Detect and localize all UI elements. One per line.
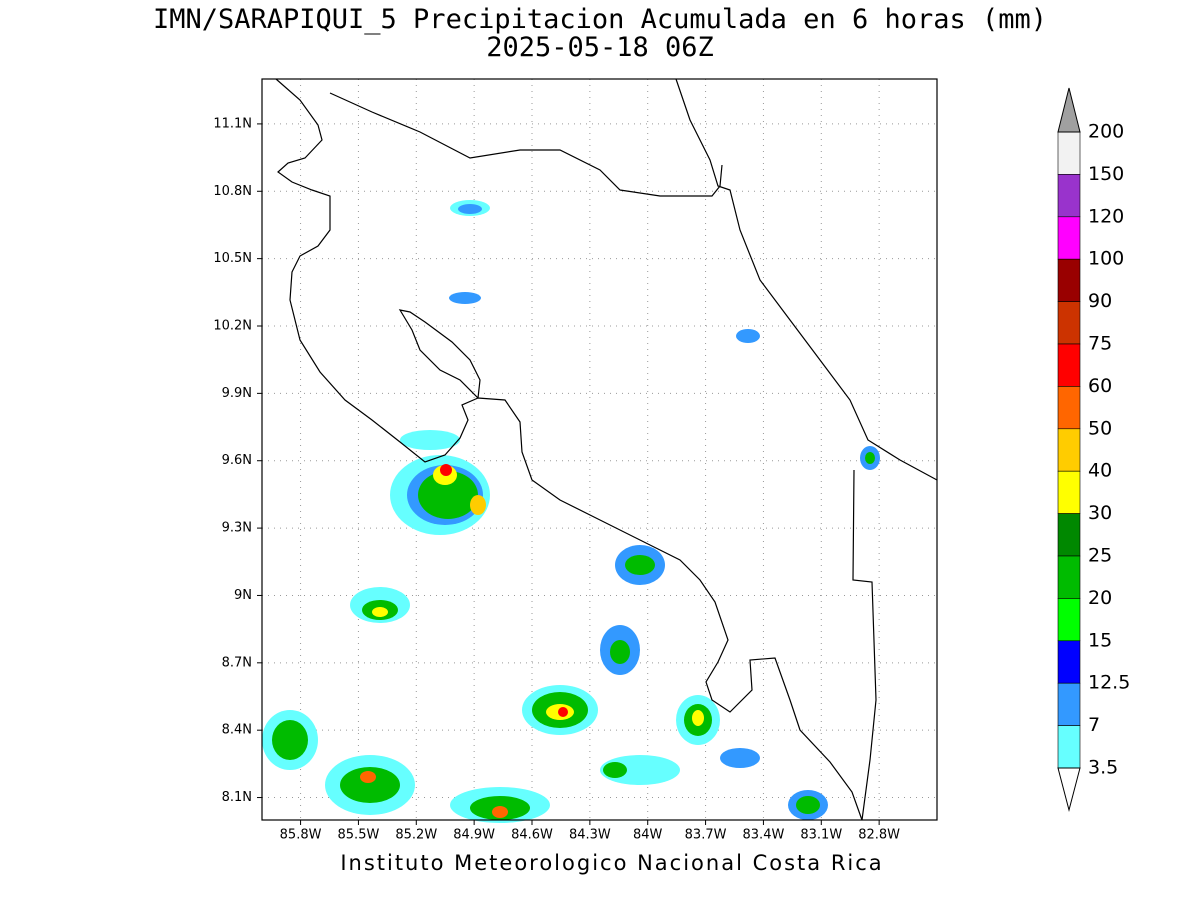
title: IMN/SARAPIQUI_5 Precipitacion Acumulada …	[153, 4, 1047, 35]
lat-tick-label: 8.4N	[222, 723, 252, 738]
colorbar-label: 30	[1088, 502, 1112, 524]
lat-tick-label: 9N	[234, 588, 252, 603]
lat-tick-label: 10.8N	[213, 184, 252, 199]
colorbar-segment	[1057, 513, 1081, 557]
lon-tick-label: 84.9W	[453, 828, 495, 843]
lon-tick-label: 85.2W	[395, 828, 437, 843]
lon-tick-label: 84.3W	[569, 828, 611, 843]
lon-tick-label: 84.6W	[511, 828, 553, 843]
colorbar-label: 25	[1088, 545, 1112, 567]
colorbar-label: 7	[1088, 714, 1100, 736]
colorbar-label: 90	[1088, 290, 1112, 312]
lat-tick-label: 8.1N	[222, 790, 252, 805]
colorbar-label: 3.5	[1088, 757, 1118, 779]
map-frame	[261, 78, 938, 821]
colorbar-segment	[1057, 555, 1081, 599]
colorbar-label: 40	[1088, 460, 1112, 482]
colorbar-label: 75	[1088, 333, 1112, 355]
colorbar-segment	[1057, 725, 1081, 769]
colorbar-segment	[1057, 343, 1081, 387]
colorbar-label: 120	[1088, 205, 1124, 227]
colorbar-segment	[1057, 258, 1081, 302]
precipitation-field	[262, 200, 880, 823]
grid	[262, 79, 937, 820]
colorbar-label: 150	[1088, 163, 1124, 185]
colorbar-label: 15	[1088, 629, 1112, 651]
lon-tick-label: 82.8W	[858, 828, 900, 843]
lat-tick-label: 9.9N	[222, 386, 252, 401]
colorbar-segment	[1057, 598, 1081, 642]
colorbar-label: 200	[1088, 121, 1124, 143]
colorbar-segment	[1057, 174, 1081, 218]
lon-tick-label: 83.4W	[743, 828, 785, 843]
lon-tick-label: 84W	[633, 828, 663, 843]
lon-tick-label: 83.7W	[685, 828, 727, 843]
colorbar-over	[1057, 87, 1081, 133]
colorbar-segment	[1057, 301, 1081, 345]
colorbar-label: 20	[1088, 587, 1112, 609]
colorbar: 200 150 120 100 90 75 60 50 40 30 25 20 15 12.5 7 3.5	[1057, 87, 1130, 812]
lat-tick-label: 8.7N	[222, 655, 252, 670]
lat-tick-label: 9.3N	[222, 521, 252, 536]
colorbar-label: 50	[1088, 417, 1112, 439]
axis-labels: 11.1N 10.8N 10.5N 10.2N 9.9N 9.6N 9.3N 9N 8.7N 8.…	[213, 116, 900, 842]
lat-tick-label: 10.2N	[213, 319, 252, 334]
lon-tick-label: 85.8W	[280, 828, 322, 843]
lat-tick-label: 9.6N	[222, 453, 252, 468]
lat-tick-label: 10.5N	[213, 251, 252, 266]
colorbar-segment	[1057, 216, 1081, 260]
colorbar-segment	[1057, 640, 1081, 684]
footer: Instituto Meteorologico Nacional Costa R…	[340, 851, 883, 875]
lat-tick-label: 11.1N	[213, 116, 252, 131]
colorbar-segment	[1057, 470, 1081, 514]
subtitle: 2025-05-18 06Z	[486, 32, 714, 63]
colorbar-segment	[1057, 682, 1081, 726]
colorbar-segment	[1057, 131, 1081, 175]
colorbar-label: 100	[1088, 248, 1124, 270]
colorbar-segment	[1057, 428, 1081, 472]
lon-tick-label: 83.1W	[800, 828, 842, 843]
colorbar-under	[1057, 767, 1081, 812]
lon-tick-label: 85.5W	[338, 828, 380, 843]
colorbar-label: 12.5	[1088, 672, 1130, 694]
colorbar-label: 60	[1088, 375, 1112, 397]
colorbar-segment	[1057, 386, 1081, 430]
coastline	[275, 78, 938, 821]
